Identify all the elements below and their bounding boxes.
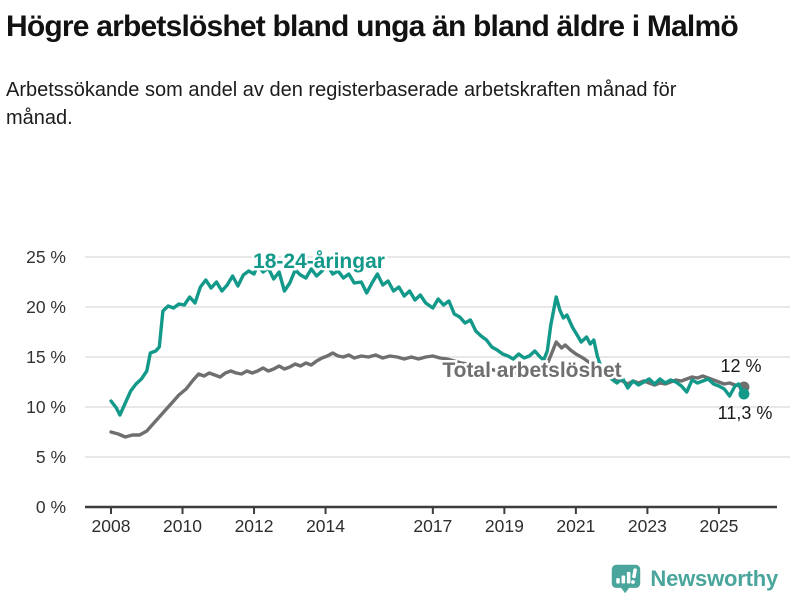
- bar-chart-speech-bubble-icon: [612, 564, 641, 594]
- y-tick-label: 25 %: [26, 247, 66, 267]
- line-chart: 0 % 5 % 10 % 15 % 20 % 25 % 2008 2010 2012 2014 20…: [26, 247, 790, 536]
- x-tick-label: 2012: [235, 516, 274, 536]
- series-line-youth: [109, 263, 746, 417]
- x-tick-label: 2008: [92, 516, 131, 536]
- x-tick-label: 2017: [413, 516, 452, 536]
- y-tick-label: 15 %: [26, 347, 66, 367]
- end-label-total: 12 %: [720, 356, 761, 376]
- x-tick-label: 2010: [163, 516, 202, 536]
- series-label-total: Total arbetslöshet: [442, 359, 621, 382]
- x-tick-label: 2025: [699, 516, 738, 536]
- newsworthy-wordmark: Newsworthy: [650, 566, 778, 591]
- x-tick-label: 2023: [628, 516, 667, 536]
- series-end-dot-youth: [738, 388, 750, 400]
- series-label-youth: 18-24-åringar: [253, 250, 385, 273]
- end-label-youth: 11,3 %: [718, 403, 773, 423]
- newsworthy-logo[interactable]: Newsworthy: [610, 563, 778, 595]
- series-line-total: [109, 340, 746, 439]
- x-tick-label: 2021: [556, 516, 595, 536]
- y-tick-label: 0 %: [36, 497, 66, 517]
- x-tick-label: 2019: [485, 516, 524, 536]
- page-subtitle: Arbetssökande som andel av den registerb…: [6, 78, 677, 129]
- y-tick-label: 10 %: [26, 397, 66, 417]
- y-tick-label: 5 %: [36, 447, 66, 467]
- x-tick-label: 2014: [306, 516, 345, 536]
- page-title: Högre arbetslöshet bland unga än bland ä…: [6, 10, 739, 43]
- y-tick-label: 20 %: [26, 297, 66, 317]
